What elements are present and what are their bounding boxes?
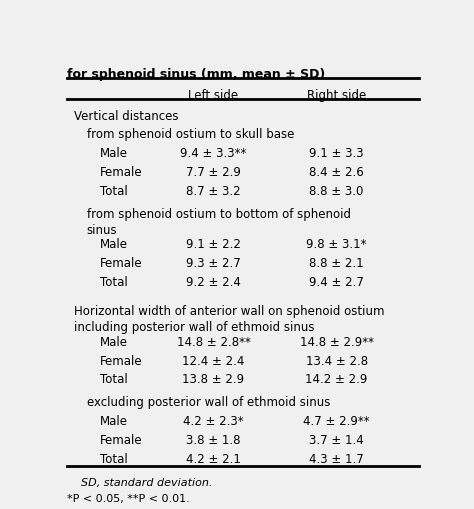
Text: 14.8 ± 2.8**: 14.8 ± 2.8** xyxy=(177,335,250,348)
Text: from sphenoid ostium to bottom of sphenoid
sinus: from sphenoid ostium to bottom of spheno… xyxy=(87,207,351,236)
Text: Female: Female xyxy=(100,257,142,270)
Text: 14.2 ± 2.9: 14.2 ± 2.9 xyxy=(305,373,368,386)
Text: Right side: Right side xyxy=(307,89,366,102)
Text: 9.1 ± 2.2: 9.1 ± 2.2 xyxy=(186,238,241,251)
Text: 4.2 ± 2.3*: 4.2 ± 2.3* xyxy=(183,414,244,427)
Text: from sphenoid ostium to skull base: from sphenoid ostium to skull base xyxy=(87,128,294,141)
Text: Female: Female xyxy=(100,166,142,179)
Text: 14.8 ± 2.9**: 14.8 ± 2.9** xyxy=(300,335,374,348)
Text: 4.7 ± 2.9**: 4.7 ± 2.9** xyxy=(303,414,370,427)
Text: 9.4 ± 3.3**: 9.4 ± 3.3** xyxy=(180,147,247,160)
Text: 3.8 ± 1.8: 3.8 ± 1.8 xyxy=(186,433,241,446)
Text: Vertical distances: Vertical distances xyxy=(74,109,178,122)
Text: *P < 0.05, **P < 0.01.: *P < 0.05, **P < 0.01. xyxy=(66,493,189,503)
Text: 13.8 ± 2.9: 13.8 ± 2.9 xyxy=(182,373,245,386)
Text: 13.4 ± 2.8: 13.4 ± 2.8 xyxy=(306,354,368,367)
Text: 9.3 ± 2.7: 9.3 ± 2.7 xyxy=(186,257,241,270)
Text: Left side: Left side xyxy=(189,89,238,102)
Text: Male: Male xyxy=(100,414,128,427)
Text: Male: Male xyxy=(100,147,128,160)
Text: 9.1 ± 3.3: 9.1 ± 3.3 xyxy=(310,147,364,160)
Text: Male: Male xyxy=(100,238,128,251)
Text: SD, standard deviation.: SD, standard deviation. xyxy=(82,477,213,487)
Text: 8.4 ± 2.6: 8.4 ± 2.6 xyxy=(309,166,364,179)
Text: 8.8 ± 3.0: 8.8 ± 3.0 xyxy=(310,185,364,197)
Text: 12.4 ± 2.4: 12.4 ± 2.4 xyxy=(182,354,245,367)
Text: 4.3 ± 1.7: 4.3 ± 1.7 xyxy=(309,452,364,465)
Text: 8.7 ± 3.2: 8.7 ± 3.2 xyxy=(186,185,241,197)
Text: Total: Total xyxy=(100,185,128,197)
Text: 9.8 ± 3.1*: 9.8 ± 3.1* xyxy=(306,238,367,251)
Text: Total: Total xyxy=(100,373,128,386)
Text: Female: Female xyxy=(100,433,142,446)
Text: Female: Female xyxy=(100,354,142,367)
Text: 7.7 ± 2.9: 7.7 ± 2.9 xyxy=(186,166,241,179)
Text: Total: Total xyxy=(100,452,128,465)
Text: 3.7 ± 1.4: 3.7 ± 1.4 xyxy=(309,433,364,446)
Text: 4.2 ± 2.1: 4.2 ± 2.1 xyxy=(186,452,241,465)
Text: excluding posterior wall of ethmoid sinus: excluding posterior wall of ethmoid sinu… xyxy=(87,395,330,408)
Text: Horizontal width of anterior wall on sphenoid ostium
including posterior wall of: Horizontal width of anterior wall on sph… xyxy=(74,304,384,333)
Text: 9.4 ± 2.7: 9.4 ± 2.7 xyxy=(309,275,364,289)
Text: for sphenoid sinus (mm, mean ± SD): for sphenoid sinus (mm, mean ± SD) xyxy=(66,68,325,81)
Text: Total: Total xyxy=(100,275,128,289)
Text: Male: Male xyxy=(100,335,128,348)
Text: 9.2 ± 2.4: 9.2 ± 2.4 xyxy=(186,275,241,289)
Text: 8.8 ± 2.1: 8.8 ± 2.1 xyxy=(310,257,364,270)
